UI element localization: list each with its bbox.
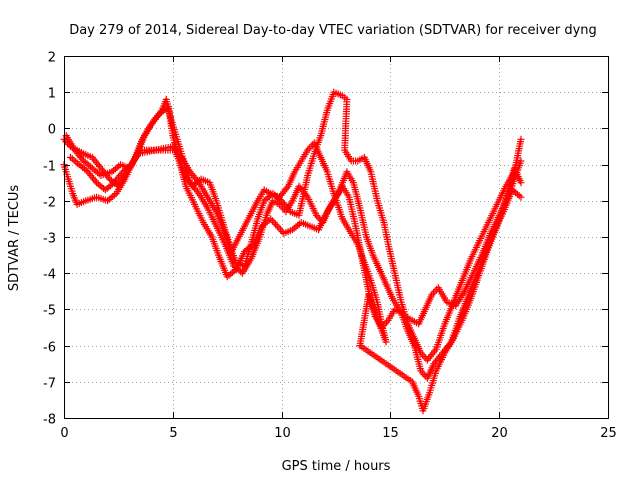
y-tick-label: 1 <box>48 87 56 102</box>
y-ticks: 2 1 0 -1 -2 -3 -4 -5 -6 -7 -8 <box>43 51 608 428</box>
data-point-marker <box>82 166 90 174</box>
data-point-marker <box>517 157 525 165</box>
x-tick-label: 5 <box>169 426 177 441</box>
y-tick-label: -1 <box>43 160 56 175</box>
x-tick-label: 15 <box>382 426 399 441</box>
x-tick-label: 10 <box>274 426 291 441</box>
plot-border <box>64 56 609 419</box>
data-point-marker <box>517 193 525 201</box>
data-point-marker <box>517 179 525 187</box>
y-tick-label: -6 <box>43 341 56 356</box>
x-axis-label: GPS time / hours <box>282 459 391 474</box>
x-tick-label: 0 <box>60 426 68 441</box>
data-point-marker <box>237 268 245 276</box>
y-tick-label: -2 <box>43 196 56 211</box>
y-tick-label: -5 <box>43 304 56 319</box>
chart-title: Day 279 of 2014, Sidereal Day-to-day VTE… <box>69 23 597 38</box>
x-tick-label: 25 <box>600 426 617 441</box>
y-tick-label: -7 <box>43 377 56 392</box>
data-point-marker <box>517 135 525 143</box>
y-tick-label: -4 <box>43 268 56 283</box>
data-point-marker <box>111 191 118 199</box>
data-point-marker <box>230 267 238 275</box>
data-points <box>60 88 525 415</box>
y-tick-label: 0 <box>48 123 56 138</box>
x-tick-label: 20 <box>491 426 508 441</box>
data-point-marker <box>108 180 116 188</box>
data-point-marker <box>95 170 103 178</box>
y-axis-label: SDTVAR / TECUs <box>7 185 22 292</box>
y-tick-label: 2 <box>48 51 56 66</box>
y-tick-label: -8 <box>43 413 56 428</box>
y-tick-label: -3 <box>43 232 56 247</box>
